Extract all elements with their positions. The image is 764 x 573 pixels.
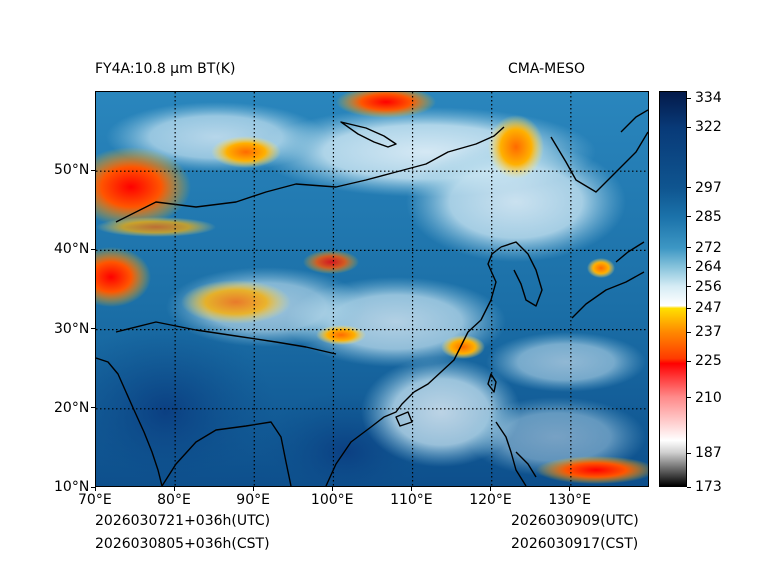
colorbar-tick-mark [687, 360, 691, 362]
longitude-tick-label: 80°E [157, 492, 191, 508]
longitude-tick-mark [94, 487, 96, 491]
colorbar-tick-label: 322 [695, 119, 722, 136]
longitude-tick-mark [490, 487, 492, 491]
longitude-tick-label: 70°E [78, 492, 112, 508]
convection-west-edge [96, 247, 151, 307]
longitude-tick-label: 100°E [310, 492, 354, 508]
coastlines [96, 109, 648, 486]
latitude-tick-mark [91, 248, 95, 250]
colorbar-tick-label: 247 [695, 300, 722, 317]
convection-philippine-sea [536, 456, 648, 484]
colorbar-tick-mark [687, 266, 691, 268]
graticule [96, 92, 648, 486]
convection-tibet [181, 280, 291, 324]
latitude-tick-mark [91, 407, 95, 409]
cloud-east-sea [486, 332, 646, 392]
longitude-tick-label: 130°E [548, 492, 591, 508]
convection-northeast [488, 115, 544, 179]
longitude-tick-label: 90°E [236, 492, 270, 508]
lake-baikal [340, 121, 397, 148]
colorbar-tick-label: 264 [695, 259, 722, 276]
colorbar-tick-mark [687, 331, 691, 333]
latitude-tick-mark [91, 169, 95, 171]
convection-west-mid [96, 217, 216, 237]
colorbar-tick-label: 210 [695, 389, 722, 406]
latitude-tick-label: 10°N [54, 479, 90, 495]
colorbar-tick-label: 187 [695, 445, 722, 462]
colorbar-tick-mark [687, 97, 691, 99]
colorbar-tick-label: 256 [695, 278, 722, 295]
coastline-korea [500, 241, 543, 307]
valid-time-cst: 2026030917(CST) [511, 536, 639, 552]
coastline-sakhalin [620, 109, 648, 133]
coastline-philippines [495, 421, 537, 486]
convection-sichuan [316, 325, 366, 345]
colorbar-tick-mark [687, 286, 691, 288]
colorbar-tick-mark [687, 126, 691, 128]
longitude-tick-label: 120°E [469, 492, 512, 508]
latitude-tick-mark [91, 328, 95, 330]
border-himalaya [115, 321, 337, 355]
colorbar-tick-label: 334 [695, 90, 722, 107]
colorbar-tick-label: 173 [695, 479, 722, 495]
longitude-tick-mark [252, 487, 254, 491]
coastline-bay-of-bengal [161, 421, 292, 486]
convection-siberia-patch [211, 136, 281, 168]
latitude-tick-mark [91, 486, 95, 488]
colorbar-tick-mark [687, 397, 691, 399]
longitude-tick-mark [331, 487, 333, 491]
coastline-china-east [413, 246, 502, 393]
coastline-japan [571, 241, 645, 319]
warm-surface-india [96, 322, 276, 486]
colorbar-tick-label: 285 [695, 208, 722, 225]
map-title-left: FY4A:10.8 μm BT(K) [95, 61, 236, 77]
colorbar-tick-mark [687, 307, 691, 309]
coastline-hainan [395, 411, 413, 427]
coastline-indochina [325, 391, 415, 486]
colorbar-tick-mark [687, 486, 691, 488]
convection-yangtze [441, 335, 485, 359]
border-china-north [115, 126, 505, 223]
latitude-tick-label: 20°N [54, 399, 90, 416]
latitude-tick-label: 50°N [54, 162, 90, 179]
longitude-tick-mark [411, 487, 413, 491]
convection-japan [587, 258, 615, 278]
convection-central-asia [303, 250, 359, 274]
convection-northwest [96, 147, 191, 227]
colorbar [659, 91, 687, 487]
colorbar-tick-mark [687, 247, 691, 249]
coastline-india [96, 357, 163, 486]
colorbar-tick-label: 237 [695, 324, 722, 341]
satellite-map [95, 91, 649, 487]
latitude-tick-label: 40°N [54, 241, 90, 258]
colorbar-tick-label: 297 [695, 179, 722, 196]
longitude-tick-mark [569, 487, 571, 491]
colorbar-tick-mark [687, 216, 691, 218]
init-time-cst: 2026030805+036h(CST) [95, 536, 270, 552]
coastline-okhotsk [550, 131, 648, 193]
coastline-taiwan [487, 373, 497, 393]
colorbar-tick-mark [687, 187, 691, 189]
convection-north-top [336, 92, 436, 118]
map-title-right: CMA-MESO [508, 61, 586, 77]
colorbar-tick-label: 272 [695, 239, 722, 256]
latitude-tick-label: 30°N [54, 320, 90, 337]
valid-time-utc: 2026030909(UTC) [511, 513, 639, 529]
longitude-tick-mark [173, 487, 175, 491]
colorbar-tick-label: 225 [695, 353, 722, 370]
colorbar-tick-mark [687, 452, 691, 454]
longitude-tick-label: 110°E [390, 492, 433, 508]
init-time-utc: 2026030721+036h(UTC) [95, 513, 271, 529]
